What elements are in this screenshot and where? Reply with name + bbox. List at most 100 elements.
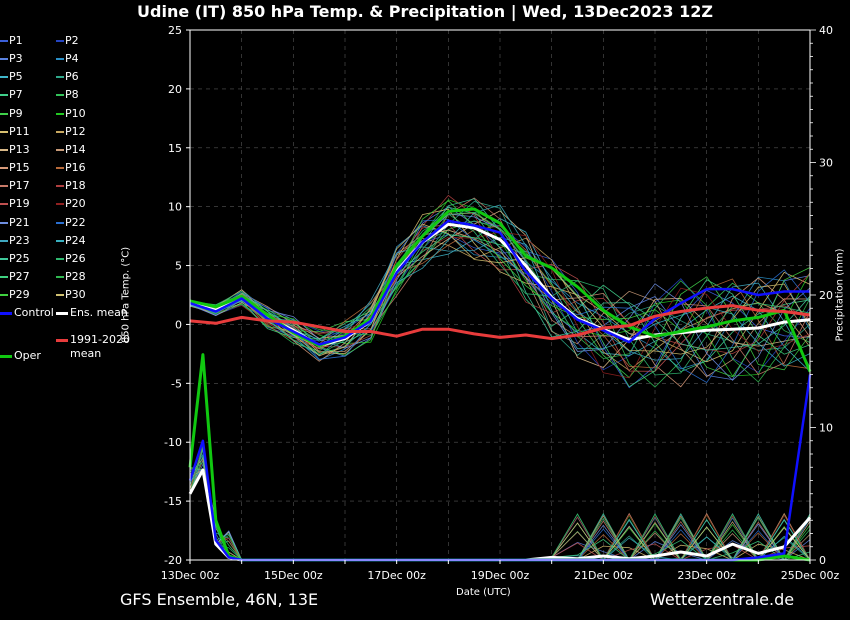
legend-swatch <box>56 203 64 206</box>
site-credit: Wetterzentrale.de <box>650 590 795 609</box>
legend-swatch <box>56 185 64 188</box>
legend-swatch <box>0 40 8 42</box>
member-temp-line <box>189 198 811 351</box>
legend-item: P29 <box>0 288 30 301</box>
legend-item: P17 <box>0 179 30 192</box>
legend-item: 1991-2020 mean <box>56 333 130 361</box>
legend-label: P18 <box>65 179 86 193</box>
y-tick-label: 15 <box>168 142 182 155</box>
member-temp-line <box>189 194 811 355</box>
legend-label: P12 <box>65 124 86 138</box>
legend-swatch <box>0 76 8 79</box>
legend-swatch <box>56 221 64 224</box>
legend-swatch <box>56 76 64 79</box>
legend-item: P10 <box>56 107 86 120</box>
legend-item: P25 <box>0 252 30 265</box>
legend-item: P18 <box>56 179 86 192</box>
legend-item: P23 <box>0 234 30 247</box>
member-temp-line <box>189 211 811 383</box>
legend-swatch <box>56 338 68 342</box>
legend-item: Oper <box>0 349 41 362</box>
legend-label: P22 <box>65 215 86 229</box>
legend-item: P30 <box>56 288 86 301</box>
legend-swatch <box>56 112 64 115</box>
y-axis-label: 850 hPa Temp. (°C) <box>120 246 132 344</box>
legend-item: P9 <box>0 107 23 120</box>
legend-swatch <box>0 221 8 224</box>
legend-swatch <box>0 148 8 151</box>
legend-item: P22 <box>56 216 86 229</box>
legend-item: P8 <box>56 88 79 101</box>
legend-item: P12 <box>56 125 86 138</box>
legend-label: P25 <box>9 251 30 265</box>
legend-label: Oper <box>14 349 41 362</box>
legend-item: P4 <box>56 52 79 65</box>
series-line-control <box>189 219 810 346</box>
y-tick-label: -15 <box>164 495 182 508</box>
axes <box>186 29 816 564</box>
legend-label: P23 <box>9 233 30 247</box>
legend-swatch <box>0 239 8 242</box>
y-tick-label: 10 <box>168 201 182 214</box>
legend-label: P24 <box>65 233 86 247</box>
y-tick-label: 5 <box>175 260 182 273</box>
legend-item: P13 <box>0 143 30 156</box>
legend-item: P24 <box>56 234 86 247</box>
y-tick-label: -10 <box>164 436 182 449</box>
legend-swatch <box>56 148 64 151</box>
member-temp-line <box>189 212 811 378</box>
legend-swatch <box>56 58 64 61</box>
legend-label: P27 <box>9 269 30 283</box>
legend-swatch <box>0 94 8 97</box>
legend-label: 1991-2020 mean <box>70 333 130 360</box>
legend-swatch <box>56 167 64 170</box>
member-temp-line <box>189 213 811 376</box>
y2-tick-label: 40 <box>819 24 833 37</box>
y-tick-label: -20 <box>164 554 182 567</box>
legend-item: P15 <box>0 161 30 174</box>
tick-labels: -20 -15 -10 -5 0 5 10 15 20 25 0 10 20 30 40 13Dec 00z 1… <box>161 24 840 582</box>
legend-swatch <box>56 40 64 42</box>
legend-item: P11 <box>0 125 30 138</box>
legend-label: P1 <box>9 34 23 47</box>
legend-swatch <box>0 311 12 315</box>
legend-swatch <box>0 275 8 278</box>
legend-label: P28 <box>65 269 86 283</box>
legend-swatch <box>0 58 8 61</box>
legend-item: P19 <box>0 197 30 210</box>
legend-item: P20 <box>56 197 86 210</box>
y2-tick-label: 20 <box>819 289 833 302</box>
legend-swatch <box>0 112 8 115</box>
x-tick-label: 21Dec 00z <box>574 569 633 582</box>
legend-item: P2 <box>56 34 79 47</box>
legend-label: P14 <box>65 142 86 156</box>
legend-label: P6 <box>65 70 79 84</box>
y-tick-label: -5 <box>171 377 182 390</box>
legend-label: P7 <box>9 88 23 102</box>
legend-label: P5 <box>9 70 23 84</box>
member-temp-line <box>189 218 811 372</box>
legend-item: P7 <box>0 88 23 101</box>
legend-swatch <box>0 185 8 188</box>
legend-item: P6 <box>56 70 79 83</box>
legend-item: P27 <box>0 270 30 283</box>
x-tick-label: 19Dec 00z <box>471 569 530 582</box>
legend-swatch <box>56 239 64 242</box>
legend-label: Ens. mean <box>70 306 128 319</box>
legend-label: P2 <box>65 34 79 47</box>
legend-item: P26 <box>56 252 86 265</box>
x-tick-label: 17Dec 00z <box>367 569 426 582</box>
legend-label: P15 <box>9 161 30 175</box>
legend-label: P11 <box>9 124 30 138</box>
legend-label: P29 <box>9 288 30 302</box>
y2-axis-label: Precipitation (mm) <box>834 248 846 342</box>
legend-label: P3 <box>9 52 23 66</box>
legend-label: P13 <box>9 142 30 156</box>
member-temp-line <box>189 234 811 388</box>
legend-label: P19 <box>9 197 30 211</box>
legend-swatch <box>56 294 64 297</box>
x-tick-label: 13Dec 00z <box>161 569 220 582</box>
y2-tick-label: 30 <box>819 157 833 170</box>
legend-swatch <box>56 257 64 260</box>
